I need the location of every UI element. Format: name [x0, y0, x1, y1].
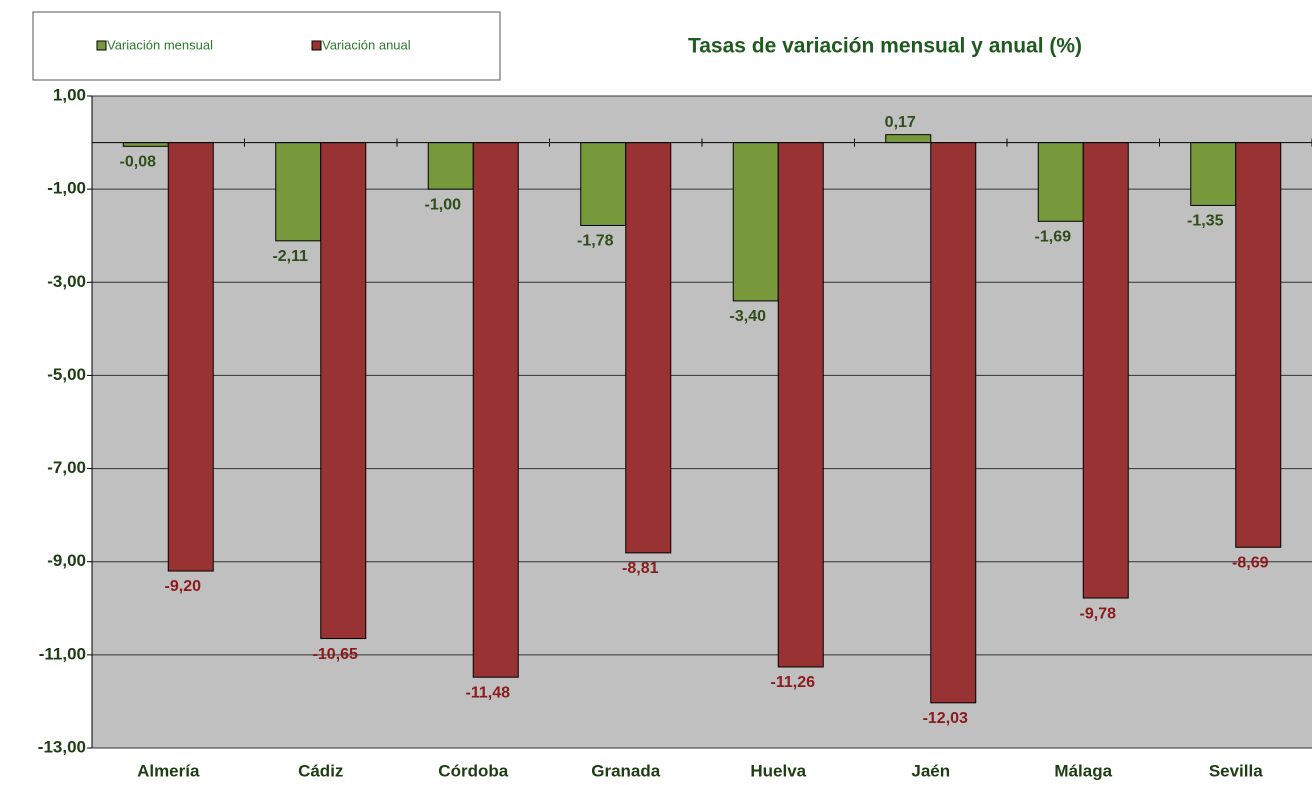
x-tick-label: Jaén — [911, 761, 950, 780]
bar — [320, 142, 367, 640]
data-label: -11,48 — [466, 684, 511, 701]
y-tick-label: -11,00 — [39, 644, 86, 663]
data-label: -9,78 — [1080, 605, 1117, 622]
data-label: 0,17 — [885, 114, 916, 131]
data-label: -1,00 — [425, 196, 462, 213]
bar — [930, 142, 977, 704]
y-tick-label: -1,00 — [47, 179, 86, 198]
data-label: -10,65 — [313, 646, 358, 663]
bar — [580, 142, 627, 226]
data-label: -8,81 — [622, 560, 659, 577]
bar — [1235, 142, 1282, 548]
data-label: -3,40 — [730, 308, 767, 325]
data-label: -9,20 — [165, 578, 202, 595]
x-tick-label: Granada — [591, 761, 661, 780]
y-tick-label: -13,00 — [38, 737, 86, 756]
y-tick-label: -9,00 — [47, 551, 86, 570]
x-tick-label: Almería — [137, 761, 200, 780]
bar — [427, 142, 474, 190]
data-label: -2,11 — [272, 248, 308, 265]
bar — [472, 142, 519, 678]
y-tick-label: 1,00 — [53, 85, 86, 104]
bar — [625, 142, 672, 554]
data-label: -1,78 — [577, 233, 614, 250]
data-label: -8,69 — [1232, 554, 1269, 571]
bar — [1190, 142, 1237, 206]
y-tick-label: -5,00 — [47, 365, 86, 384]
bar — [777, 142, 824, 668]
bar — [1082, 142, 1129, 599]
y-tick-label: -7,00 — [47, 458, 86, 477]
data-label: -11,26 — [771, 674, 816, 691]
legend-swatch — [96, 40, 107, 51]
y-tick-label: -3,00 — [47, 272, 86, 291]
x-tick-label: Córdoba — [438, 761, 508, 780]
legend-label: Variación mensual — [107, 37, 213, 52]
chart-title: Tasas de variación mensual y anual (%) — [688, 35, 1082, 58]
bar — [167, 142, 214, 572]
data-label: -1,35 — [1187, 213, 1224, 230]
data-label: -12,03 — [923, 710, 968, 727]
x-tick-label: Huelva — [750, 761, 806, 780]
data-label: -1,69 — [1035, 228, 1072, 245]
x-tick-label: Cádiz — [298, 761, 343, 780]
bar — [885, 134, 932, 144]
plot-area — [92, 96, 1312, 748]
legend-box — [32, 11, 501, 81]
bar — [122, 142, 169, 147]
bar — [275, 142, 322, 242]
legend-label: Variación anual — [322, 37, 411, 52]
bar — [1037, 142, 1084, 222]
x-tick-label: Málaga — [1054, 761, 1112, 780]
legend-swatch — [311, 40, 322, 51]
data-label: -0,08 — [120, 154, 157, 171]
bar — [732, 142, 779, 302]
x-tick-label: Sevilla — [1209, 761, 1263, 780]
